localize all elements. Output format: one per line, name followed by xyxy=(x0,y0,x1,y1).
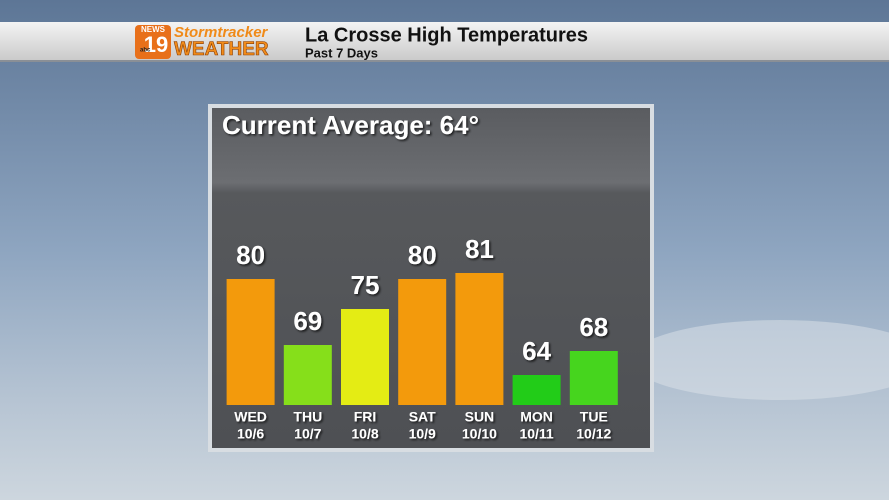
value-label: 80 xyxy=(236,240,265,270)
value-label: 80 xyxy=(408,240,437,270)
x-date-label: 10/12 xyxy=(576,426,611,442)
cloud xyxy=(630,320,889,400)
logo-brand-bottom: WEATHER xyxy=(174,39,269,60)
value-label: 81 xyxy=(465,234,494,264)
bar xyxy=(512,375,561,405)
x-tick-label: SUN xyxy=(465,409,495,425)
x-tick-label: TUE xyxy=(580,409,608,425)
bar xyxy=(283,345,332,405)
logo-news: NEWS xyxy=(141,25,166,34)
bar xyxy=(226,279,275,405)
header-subtitle: Past 7 Days xyxy=(305,45,378,60)
x-date-label: 10/7 xyxy=(294,426,321,442)
x-tick-label: SAT xyxy=(409,409,436,425)
x-tick-label: THU xyxy=(293,409,322,425)
x-tick-label: FRI xyxy=(354,409,377,425)
value-label: 68 xyxy=(579,312,608,342)
logo-number: 19 xyxy=(144,32,168,57)
logo-brand-top: Stormtracker xyxy=(174,24,269,41)
bar xyxy=(455,273,504,405)
x-tick-label: MON xyxy=(520,409,553,425)
chart-title: Current Average: 64° xyxy=(222,110,479,140)
bar xyxy=(341,309,389,405)
x-date-label: 10/8 xyxy=(351,426,378,442)
header-rule xyxy=(0,60,889,62)
x-date-label: 10/11 xyxy=(519,426,553,442)
x-date-label: 10/9 xyxy=(409,426,436,442)
bar xyxy=(398,279,447,405)
bar xyxy=(569,351,618,405)
value-label: 69 xyxy=(293,306,322,336)
x-tick-label: WED xyxy=(234,409,267,425)
logo-badge xyxy=(135,25,171,59)
value-label: 75 xyxy=(351,270,380,300)
logo-network: abc xyxy=(140,48,151,54)
header-title: La Crosse High Temperatures xyxy=(305,24,588,46)
x-date-label: 10/6 xyxy=(237,426,264,442)
x-date-label: 10/10 xyxy=(462,426,497,442)
value-label: 64 xyxy=(522,336,551,366)
